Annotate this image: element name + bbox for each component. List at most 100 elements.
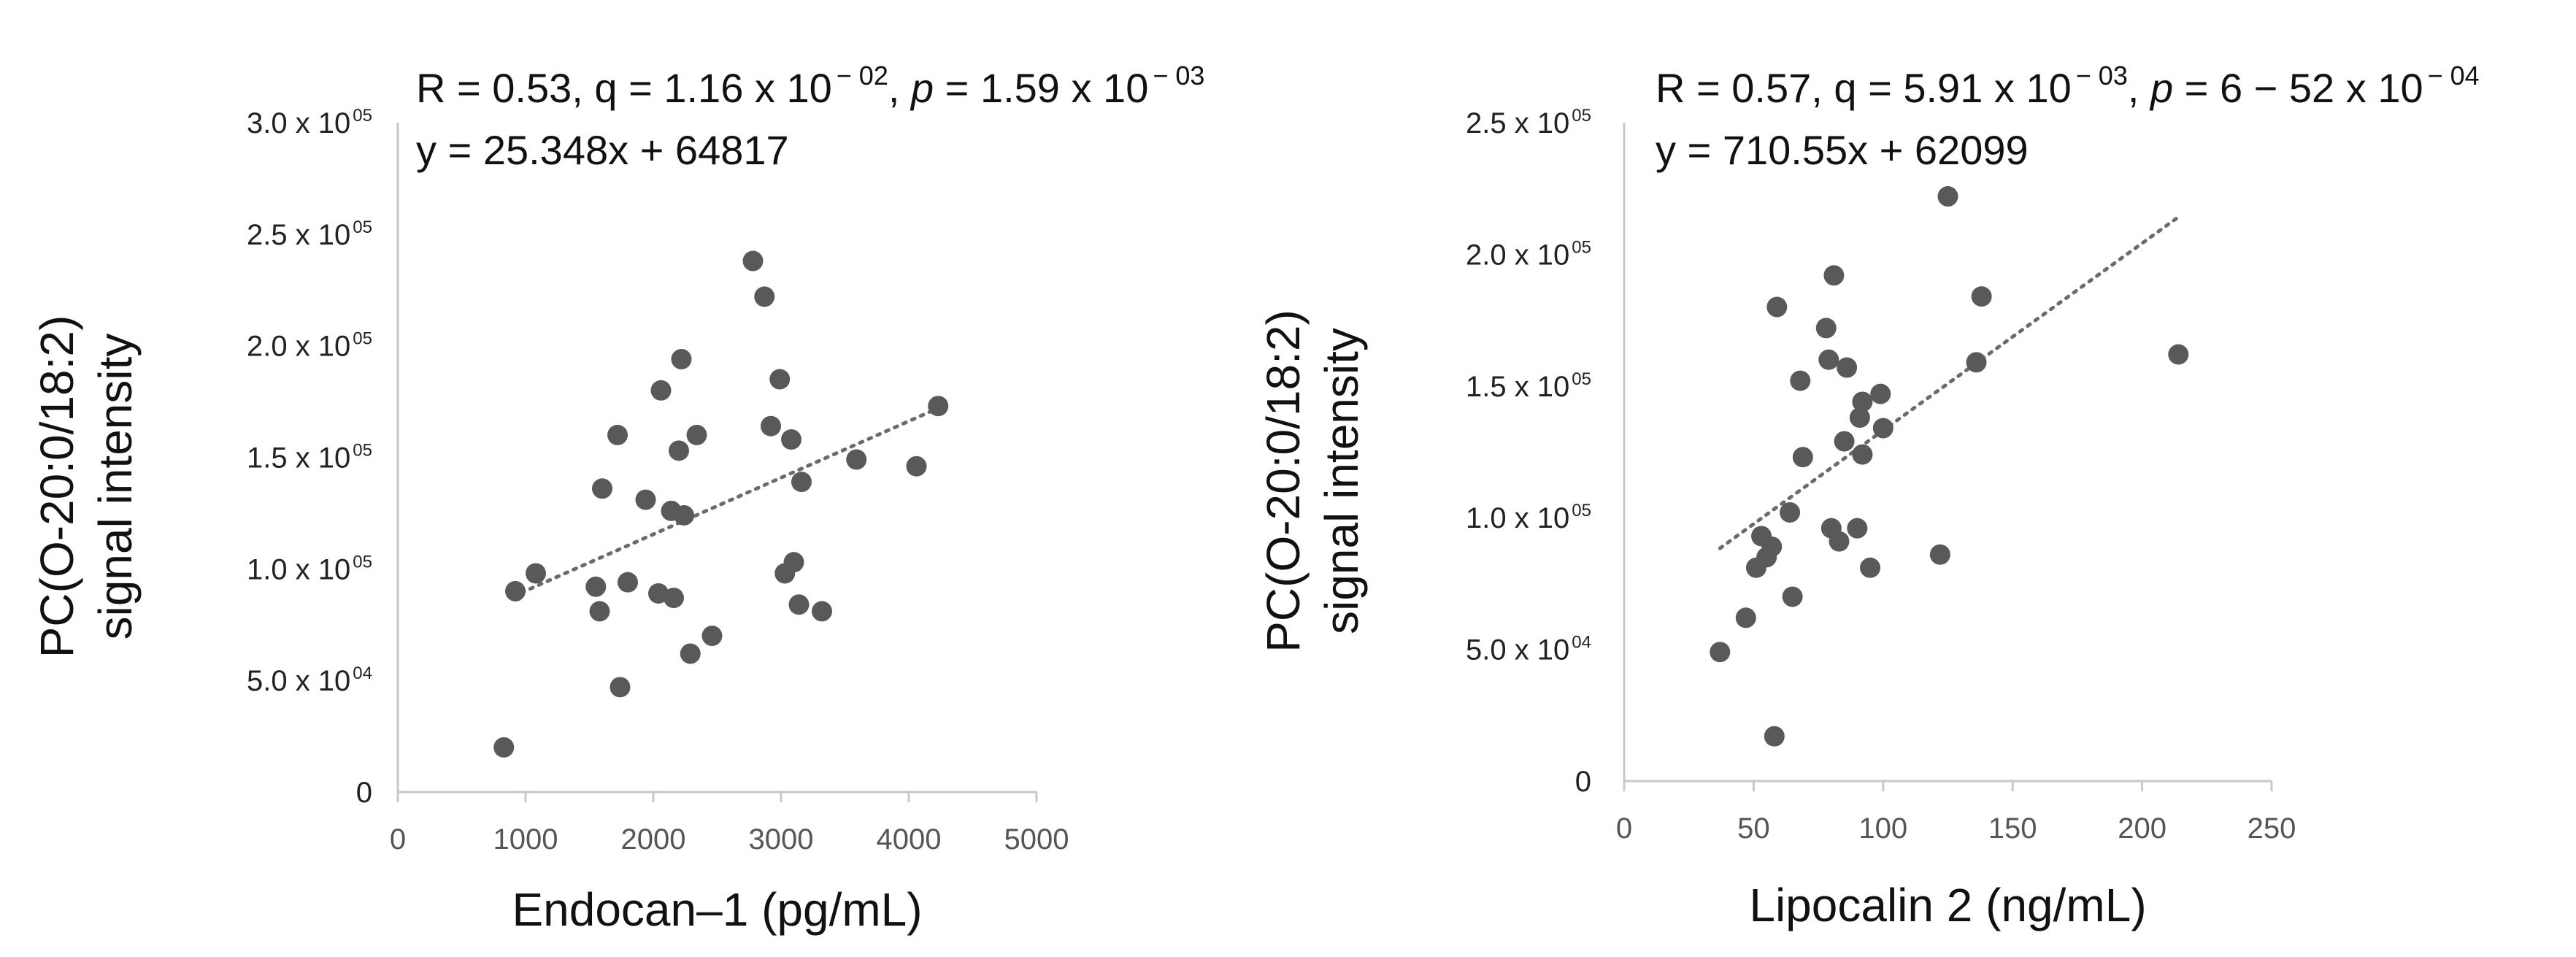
data-point <box>1761 536 1783 557</box>
y-tick-label: 1.0 x 10 05 <box>1466 501 1591 534</box>
data-point <box>1872 418 1893 439</box>
trendline <box>1718 215 2180 550</box>
data-point <box>1937 186 1958 207</box>
data-point <box>1929 544 1950 565</box>
data-point <box>754 286 775 307</box>
data-point <box>592 478 612 499</box>
data-point <box>680 643 701 664</box>
y-axis-title-line1: PC(O-20:0/18:2) <box>31 315 83 658</box>
data-point <box>648 583 669 604</box>
data-point <box>1764 726 1785 747</box>
data-point <box>1815 318 1837 339</box>
data-point <box>1766 296 1788 318</box>
x-tick-label: 4000 <box>877 823 942 856</box>
stats-annotation: R = 0.53, q = 1.16 x 10− 02, p = 1.59 x … <box>416 61 1204 111</box>
y-tick-label: 2.0 x 10 05 <box>1466 237 1591 271</box>
x-tick-label: 50 <box>1737 812 1770 845</box>
data-point <box>761 415 781 437</box>
scatter-chart-endocan: 0 5.0 x 10 04 1.0 x 10 05 1.5 x 10 05 2.0 x 10 0… <box>31 61 1204 936</box>
data-point <box>1852 444 1873 465</box>
data-point <box>1852 391 1873 412</box>
data-point <box>493 737 515 758</box>
data-point <box>1971 286 1992 307</box>
data-point <box>610 677 631 698</box>
data-point <box>1818 349 1839 370</box>
y-tick-label: 5.0 x 10 04 <box>1466 633 1591 666</box>
data-point <box>505 580 526 602</box>
y-tick-label: 0 <box>356 777 372 809</box>
data-point <box>1710 642 1731 663</box>
data-point <box>1735 607 1756 629</box>
data-point <box>1966 352 1987 373</box>
data-point <box>846 449 867 470</box>
x-tick-label: 3000 <box>749 823 814 856</box>
data-point <box>1792 447 1813 468</box>
x-tick-label: 1000 <box>493 823 558 856</box>
x-tick-label: 200 <box>2118 812 2166 845</box>
y-axis-tick-labels: 0 5.0 x 10 04 1.0 x 10 05 1.5 x 10 05 2.0 x 10 0… <box>247 106 372 809</box>
data-point <box>742 250 764 272</box>
stats-annotation: R = 0.57, q = 5.91 x 10− 03, p = 6 − 52 … <box>1656 61 2480 111</box>
data-point <box>788 594 810 615</box>
x-tick-label: 150 <box>1988 812 2037 845</box>
x-tick-label: 250 <box>2248 812 2296 845</box>
data-point <box>650 380 672 401</box>
regression-equation: y = 25.348x + 64817 <box>416 127 789 173</box>
data-point <box>589 601 610 622</box>
y-tick-label: 5.0 x 10 04 <box>247 664 372 697</box>
y-tick-label: 1.0 x 10 05 <box>247 552 372 585</box>
x-tick-label: 100 <box>1858 812 1907 845</box>
data-point <box>1849 407 1870 428</box>
data-point <box>2168 344 2189 365</box>
data-point <box>1870 383 1891 404</box>
data-point <box>1860 557 1881 578</box>
scatter-chart-lipocalin: 0 5.0 x 10 04 1.0 x 10 05 1.5 x 10 05 2.0 x 10 0… <box>1257 61 2480 931</box>
x-axis-title: Endocan–1 (pg/mL) <box>512 883 922 936</box>
data-points <box>1710 186 2189 747</box>
y-tick-label: 2.5 x 10 05 <box>247 218 372 251</box>
y-tick-label: 2.0 x 10 05 <box>247 329 372 363</box>
data-point <box>1790 370 1811 391</box>
data-point <box>812 601 832 622</box>
data-points <box>493 250 949 758</box>
data-point <box>1823 265 1845 286</box>
y-tick-label: 0 <box>1575 766 1591 798</box>
y-tick-label: 1.5 x 10 05 <box>1466 369 1591 403</box>
y-axis-title-line2: signal intensity <box>1315 328 1368 634</box>
data-point <box>664 588 684 609</box>
x-axis-ticks: 0 50 100 150 200 250 <box>1616 781 2296 845</box>
data-point <box>769 369 791 390</box>
x-tick-label: 2000 <box>621 823 686 856</box>
x-tick-label: 0 <box>390 823 406 856</box>
data-point <box>671 349 692 370</box>
x-tick-label: 0 <box>1616 812 1632 845</box>
y-axis-title-line2: signal intensity <box>89 334 142 640</box>
y-axis-title-line1: PC(O-20:0/18:2) <box>1257 310 1310 653</box>
data-point <box>585 576 607 597</box>
data-point <box>669 440 689 461</box>
trendline <box>511 406 940 599</box>
x-axis-title: Lipocalin 2 (ng/mL) <box>1749 879 2146 931</box>
regression-equation: y = 710.55x + 62099 <box>1656 127 2029 173</box>
data-point <box>781 429 801 450</box>
data-point <box>783 552 804 573</box>
data-point <box>607 424 628 445</box>
data-point <box>618 572 638 593</box>
data-point <box>635 489 656 510</box>
data-point <box>1780 501 1801 523</box>
data-point <box>701 626 723 647</box>
data-point <box>1829 531 1850 552</box>
data-point <box>526 563 546 584</box>
y-axis-tick-labels: 0 5.0 x 10 04 1.0 x 10 05 1.5 x 10 05 2.0 x 10 0… <box>1466 106 1591 798</box>
data-point <box>686 424 707 445</box>
data-point <box>906 456 927 477</box>
data-point <box>1847 518 1868 539</box>
data-point <box>1837 357 1858 378</box>
data-point <box>928 396 949 417</box>
data-point <box>791 472 812 493</box>
y-tick-label: 1.5 x 10 05 <box>247 441 372 474</box>
x-axis-ticks: 0 1000 2000 3000 4000 5000 <box>390 792 1069 856</box>
data-point <box>1834 431 1855 452</box>
data-point <box>1782 586 1803 607</box>
